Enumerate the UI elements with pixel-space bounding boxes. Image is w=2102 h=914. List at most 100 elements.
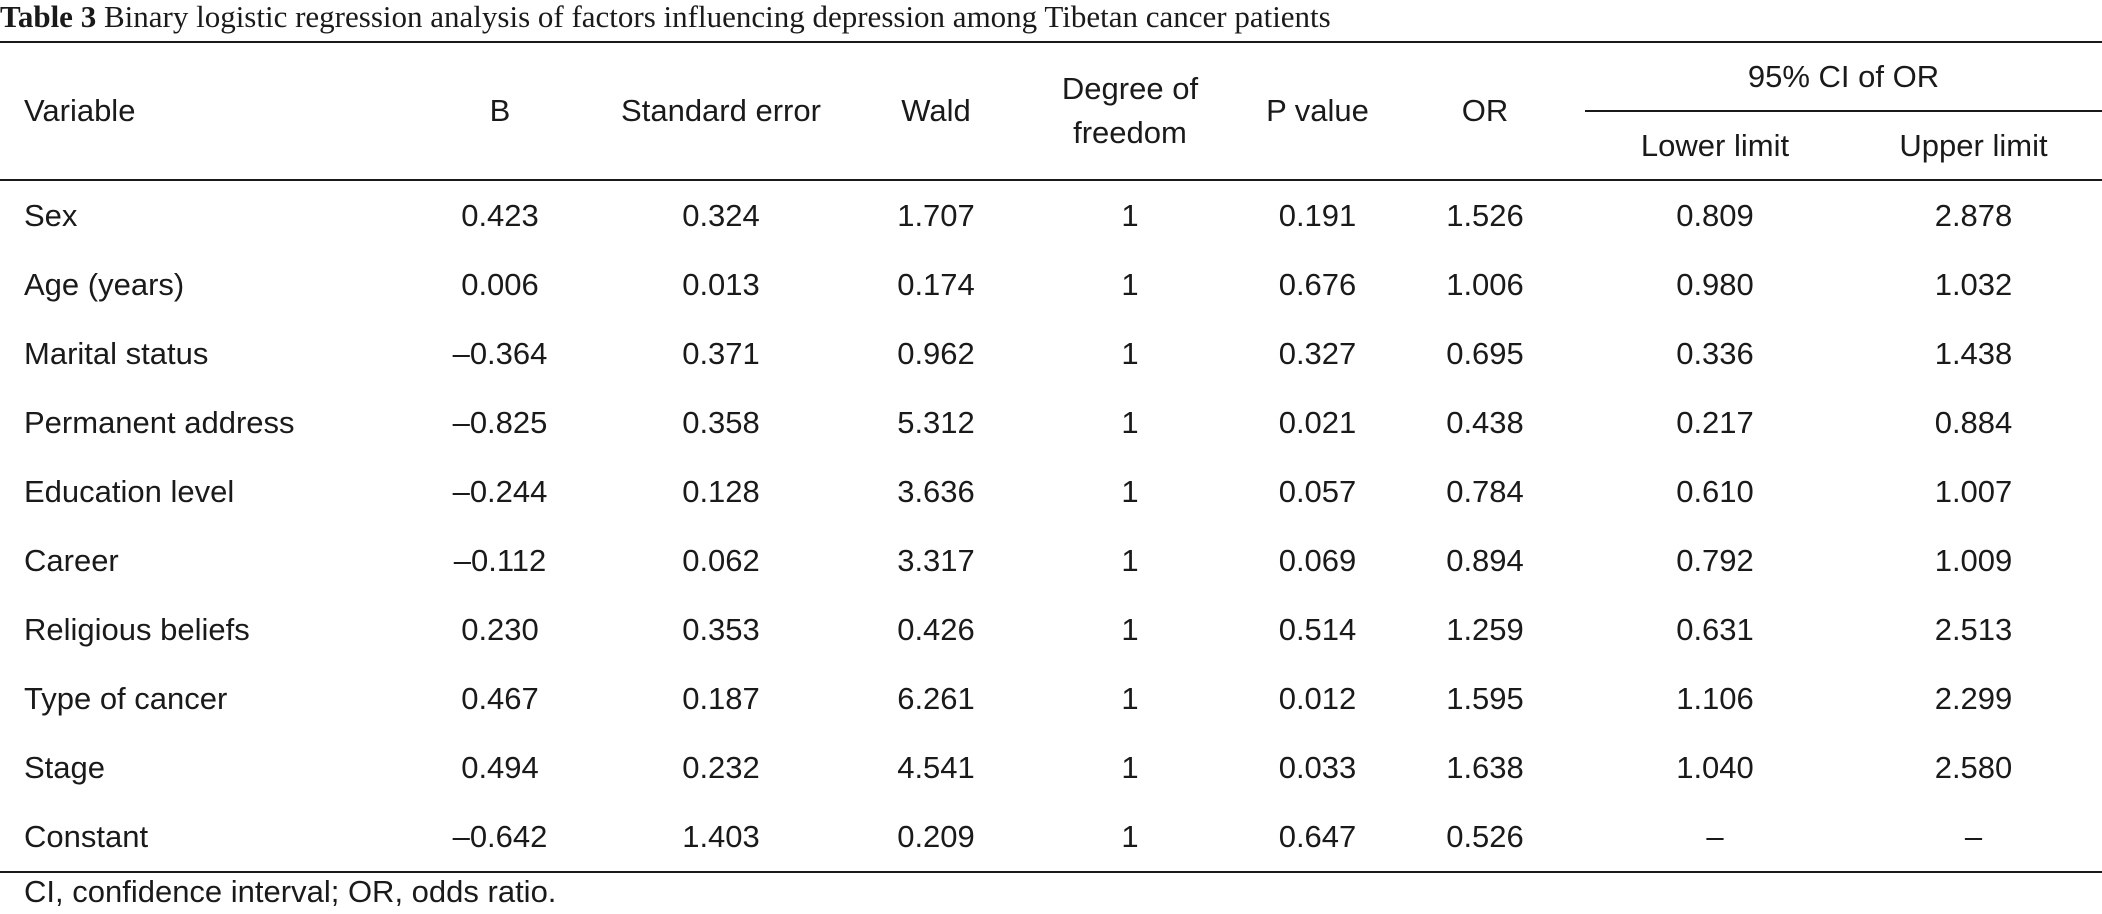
cell-b: –0.244	[452, 473, 548, 509]
cell-b: 0.006	[461, 266, 539, 302]
table-header: Variable B Standard error Wald Degree of…	[0, 42, 2102, 180]
cell-upper: 0.884	[1934, 404, 2013, 440]
table-row: Permanent address –0.825 0.358 5.312 1 0.021 0…	[0, 388, 2102, 457]
cell-se: 0.187	[682, 680, 760, 716]
cell-b: 0.494	[461, 749, 539, 785]
header-b: B	[489, 93, 511, 128]
cell-wald: 0.962	[897, 335, 975, 371]
cell-lower: 0.809	[1676, 197, 1754, 233]
cell-b: –0.642	[452, 818, 548, 854]
cell-lower: 0.980	[1676, 266, 1754, 302]
cell-df: 1	[1121, 818, 1139, 854]
cell-upper: 2.513	[1934, 611, 2013, 647]
cell-b: –0.364	[452, 335, 548, 371]
cell-df: 1	[1121, 335, 1139, 371]
header-ci-group: 95% CI of OR	[1585, 42, 2102, 112]
cell-se: 0.324	[682, 197, 760, 233]
cell-or: 0.695	[1446, 335, 1524, 371]
cell-or: 0.526	[1446, 818, 1524, 854]
cell-upper: 1.438	[1934, 335, 2013, 371]
cell-df: 1	[1121, 680, 1139, 716]
regression-table: Variable B Standard error Wald Degree of…	[0, 41, 2102, 873]
header-p-value: P value	[1266, 93, 1369, 128]
cell-variable: Permanent address	[24, 404, 295, 440]
table-label: Table 3	[0, 0, 97, 34]
cell-or: 0.438	[1446, 404, 1524, 440]
cell-wald: 0.209	[897, 818, 975, 854]
cell-lower: 0.792	[1676, 542, 1754, 578]
cell-variable: Career	[24, 542, 119, 578]
header-df-line1: Degree of	[1061, 71, 1199, 106]
cell-p: 0.327	[1278, 335, 1357, 371]
header-upper-limit: Upper limit	[1899, 127, 2048, 163]
cell-upper: 2.299	[1934, 680, 2013, 716]
header-or: OR	[1461, 93, 1509, 128]
cell-upper: 1.032	[1934, 266, 2013, 302]
cell-upper: 1.009	[1934, 542, 2013, 578]
cell-variable: Type of cancer	[24, 680, 228, 716]
cell-df: 1	[1121, 611, 1139, 647]
cell-wald: 0.426	[897, 611, 975, 647]
cell-variable: Stage	[24, 749, 106, 785]
header-variable: Variable	[24, 93, 136, 128]
cell-wald: 3.317	[897, 542, 975, 578]
cell-lower: 0.336	[1676, 335, 1754, 371]
cell-lower: 1.040	[1676, 749, 1754, 785]
cell-df: 1	[1121, 197, 1139, 233]
cell-variable: Marital status	[24, 335, 209, 371]
cell-df: 1	[1121, 404, 1139, 440]
header-wald: Wald	[901, 93, 971, 128]
cell-upper: 1.007	[1934, 473, 2013, 509]
cell-or: 1.595	[1446, 680, 1524, 716]
cell-or: 0.784	[1446, 473, 1524, 509]
cell-upper: 2.878	[1934, 197, 2013, 233]
table-row: Constant –0.642 1.403 0.209 1 0.647 0.526 – –	[0, 802, 2102, 872]
table-footnote: CI, confidence interval; OR, odds ratio.	[24, 874, 557, 909]
cell-p: 0.069	[1278, 542, 1357, 578]
table-caption: Table 3 Binary logistic regression analy…	[0, 0, 2102, 40]
cell-p: 0.057	[1278, 473, 1357, 509]
cell-upper: –	[1964, 818, 1983, 854]
table-row: Stage 0.494 0.232 4.541 1 0.033 1.638 1.040 2.58…	[0, 733, 2102, 802]
cell-upper: 2.580	[1934, 749, 2013, 785]
cell-p: 0.021	[1278, 404, 1357, 440]
header-lower-limit: Lower limit	[1640, 127, 1790, 163]
cell-variable: Age (years)	[24, 266, 185, 302]
cell-variable: Constant	[24, 818, 149, 854]
cell-lower: 1.106	[1676, 680, 1754, 716]
table-row: Type of cancer 0.467 0.187 6.261 1 0.012 1.595…	[0, 664, 2102, 733]
cell-wald: 5.312	[897, 404, 975, 440]
header-standard-error: Standard error	[621, 93, 821, 128]
cell-p: 0.514	[1278, 611, 1357, 647]
cell-se: 1.403	[682, 818, 760, 854]
table-row: Sex 0.423 0.324 1.707 1 0.191 1.526 0.809 2.878	[0, 180, 2102, 250]
table-row: Marital status –0.364 0.371 0.962 1 0.327 0.69…	[0, 319, 2102, 388]
cell-or: 0.894	[1446, 542, 1524, 578]
cell-se: 0.128	[682, 473, 760, 509]
cell-se: 0.358	[682, 404, 760, 440]
cell-wald: 3.636	[897, 473, 975, 509]
cell-lower: 0.217	[1676, 404, 1754, 440]
cell-lower: –	[1706, 818, 1724, 854]
cell-or: 1.006	[1446, 266, 1524, 302]
cell-p: 0.012	[1278, 680, 1357, 716]
cell-lower: 0.631	[1676, 611, 1754, 647]
table-title: Binary logistic regression analysis of f…	[103, 0, 1331, 34]
cell-p: 0.191	[1278, 197, 1357, 233]
cell-wald: 6.261	[897, 680, 975, 716]
cell-se: 0.353	[682, 611, 760, 647]
cell-wald: 1.707	[897, 197, 975, 233]
cell-b: 0.230	[461, 611, 539, 647]
cell-df: 1	[1121, 542, 1139, 578]
table-row: Education level –0.244 0.128 3.636 1 0.057 0.7…	[0, 457, 2102, 526]
cell-b: 0.467	[461, 680, 539, 716]
cell-wald: 4.541	[897, 749, 975, 785]
cell-df: 1	[1121, 266, 1139, 302]
cell-variable: Education level	[24, 473, 235, 509]
cell-df: 1	[1121, 749, 1139, 785]
cell-se: 0.232	[682, 749, 760, 785]
cell-wald: 0.174	[897, 266, 975, 302]
cell-b: –0.112	[453, 542, 547, 578]
cell-df: 1	[1121, 473, 1139, 509]
table-body: Sex 0.423 0.324 1.707 1 0.191 1.526 0.809 2.878 A…	[0, 180, 2102, 872]
